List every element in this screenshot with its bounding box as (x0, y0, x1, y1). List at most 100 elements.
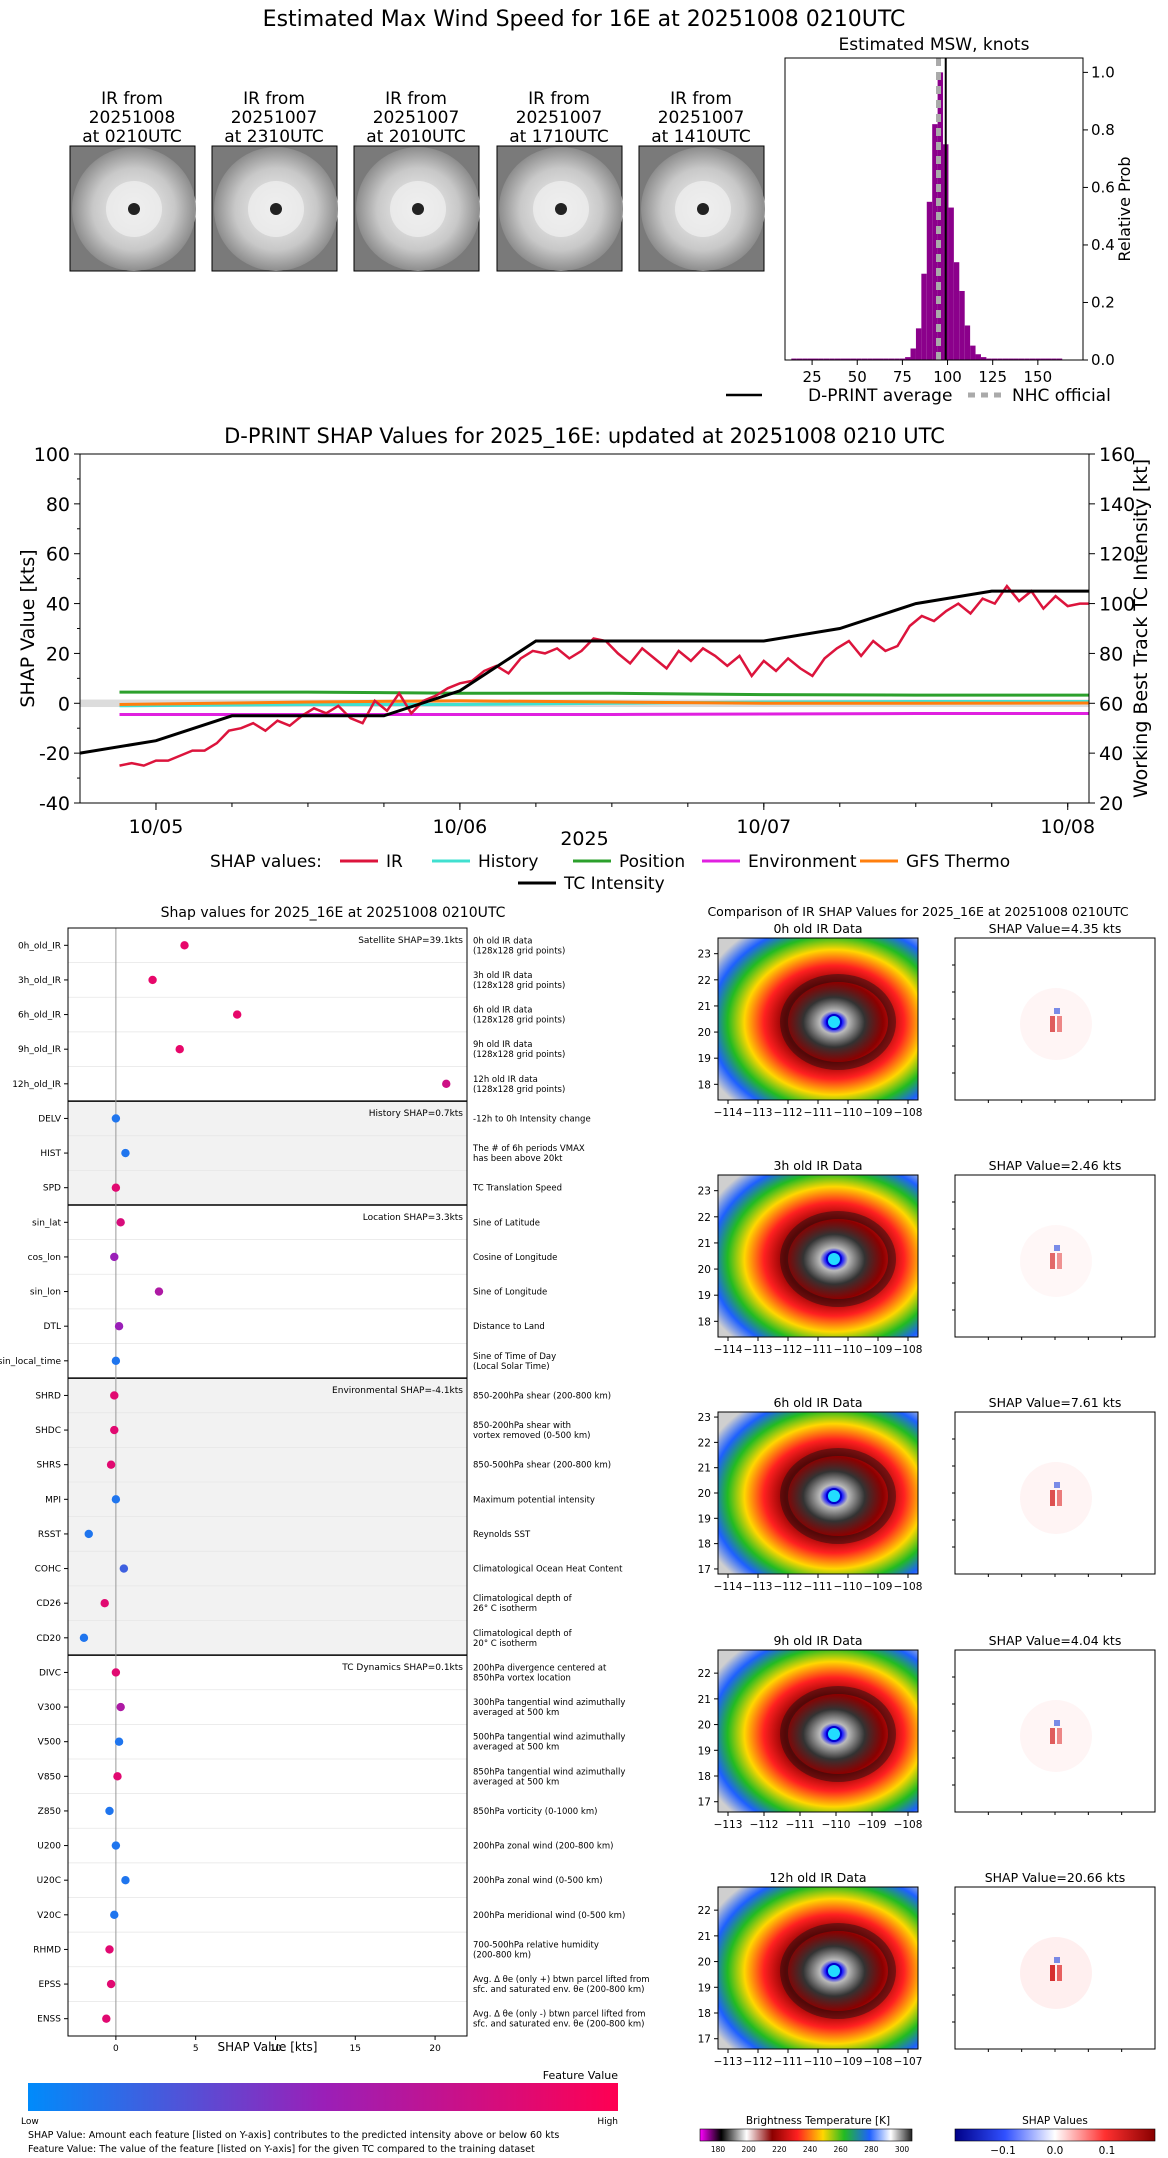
shap-point-enss (102, 2014, 111, 2023)
histogram-bar (1056, 358, 1063, 360)
x-tick-label: −114 (714, 1107, 743, 1119)
legend-title: SHAP values: (210, 852, 322, 872)
storm-eye (412, 203, 424, 215)
feature-description: 3h old IR data (473, 971, 532, 981)
ir-eye (826, 1251, 842, 1267)
group-summary: Location SHAP=3.3kts (363, 1213, 464, 1223)
bt-tick-label: 300 (895, 2145, 910, 2154)
shap-point-v20c (110, 1910, 119, 1920)
feature-name: sin_lon (30, 1288, 61, 1298)
legend-label: Position (619, 852, 685, 872)
bt-tick-label: 240 (803, 2145, 818, 2154)
shap-tick-label: 0.0 (1047, 2145, 1064, 2157)
y-tick-label: 0.8 (1091, 121, 1115, 139)
thumbnail-label-line: at 2010UTC (366, 127, 465, 147)
y2-tick-label: 40 (1099, 743, 1123, 765)
x-tick-label: −108 (894, 1107, 923, 1119)
feature-description: (200-800 km) (473, 1950, 531, 1960)
histogram-bar (926, 201, 933, 360)
shap-colorbar (954, 2128, 1156, 2142)
y2-tick-label: 140 (1099, 494, 1135, 516)
y2-tick-label: 80 (1099, 643, 1123, 665)
y-tick-label: 19 (698, 1053, 711, 1065)
y-tick-label: 0.0 (1091, 351, 1115, 369)
y-tick-label: 60 (46, 544, 70, 566)
feature-name: V300 (38, 1703, 62, 1713)
feature-name: SHRS (37, 1461, 62, 1471)
feature-description: 200hPa divergence centered at (473, 1663, 607, 1673)
group-summary: Environmental SHAP=-4.1kts (332, 1386, 463, 1396)
feature-name: cos_lon (28, 1253, 61, 1263)
histogram-bar (921, 273, 927, 360)
shap-point-sin_lon (154, 1287, 164, 1296)
shap-panel-title: SHAP Value=4.35 kts (989, 921, 1122, 936)
feature-name: 6h_old_IR (18, 1011, 61, 1021)
x-tick-label: 20 (429, 2044, 441, 2054)
shap-point-epss (106, 1979, 116, 1989)
histogram-bar (872, 358, 879, 360)
histogram-bar (910, 348, 916, 360)
feature-description: (128x128 grid points) (473, 1016, 565, 1026)
shap-point-hist (121, 1148, 130, 1158)
shap-point-cohc (119, 1564, 129, 1573)
feature-name: V20C (37, 1911, 61, 1921)
feature-description: sfc. and saturated env. θe (200-800 km) (473, 2020, 645, 2030)
shap-point-rsst (84, 1529, 93, 1539)
page-title: Estimated Max Wind Speed for 16E at 2025… (263, 7, 906, 32)
x-tick-label: −111 (774, 2056, 803, 2068)
series-line-ir (119, 584, 1089, 767)
x-tick-label: −109 (834, 2056, 863, 2068)
y-tick-label: 19 (698, 1513, 711, 1525)
y-tick-label: 100 (34, 444, 70, 466)
feature-name: MPI (45, 1495, 61, 1505)
x-tick-label: −113 (744, 1107, 773, 1119)
feature-name: EPSS (38, 1980, 61, 1990)
feature-description: Cosine of Longitude (473, 1253, 557, 1263)
shap-point-divc (111, 1668, 121, 1677)
shap-halo (1020, 988, 1092, 1060)
shap-negative-core (1054, 1245, 1060, 1251)
x-tick-label: −112 (774, 1581, 803, 1593)
thumbnail-label-line: IR from (385, 89, 447, 109)
histogram-bar (791, 358, 797, 360)
feature-description: 26° C isotherm (473, 1604, 537, 1614)
feature-description: (Local Solar Time) (473, 1362, 550, 1372)
shap-point-0h_old_ir (180, 941, 189, 950)
y-tick-label: 22 (698, 975, 711, 987)
histogram-bar (883, 358, 889, 360)
histogram-bar (964, 325, 971, 360)
legend-label-average: D-PRINT average (808, 386, 952, 406)
feature-chart-title: Shap values for 2025_16E at 20251008 021… (161, 905, 506, 921)
y-tick-label: 20 (46, 643, 70, 665)
y2-tick-label: 20 (1099, 793, 1123, 815)
thumbnail-label-line: IR from (528, 89, 590, 109)
ir-panel-title: 6h old IR Data (773, 1395, 862, 1410)
y-tick-label: 22 (698, 1668, 711, 1680)
y-axis-label: Relative Prob (1115, 156, 1134, 261)
shap-positive-core (1050, 1965, 1055, 1981)
x-tick-label: −108 (894, 1819, 923, 1831)
thumbnail-label-line: at 1410UTC (651, 127, 750, 147)
histogram-bar (959, 290, 965, 360)
shap-point-12h_old_ir (442, 1079, 451, 1089)
x-tick-label: −109 (858, 1819, 887, 1831)
histogram-bar (997, 358, 1003, 360)
x-tick-label: 150 (1024, 368, 1053, 386)
shap-point-z850 (105, 1806, 114, 1816)
y-tick-label: 18 (698, 1771, 711, 1783)
feature-name: V500 (38, 1738, 62, 1748)
feature-description: 850hPa tangential wind azimuthally (473, 1767, 625, 1777)
ir-image (717, 1886, 919, 2050)
ir-spiral-band (780, 974, 896, 1070)
y-tick-label: 17 (698, 2034, 711, 2046)
thumbnail-label-line: IR from (243, 89, 305, 109)
shap-point-sin_lat (116, 1218, 125, 1227)
y-tick-label: 18 (698, 1316, 711, 1328)
feature-description: 200hPa zonal wind (200-800 km) (473, 1842, 613, 1852)
x-tick-label: −111 (804, 1581, 833, 1593)
shap-positive-core (1057, 1253, 1062, 1269)
feature-description: has been above 20kt (473, 1154, 563, 1164)
shap-point-rhmd (105, 1945, 114, 1954)
storm-eye (270, 203, 282, 215)
